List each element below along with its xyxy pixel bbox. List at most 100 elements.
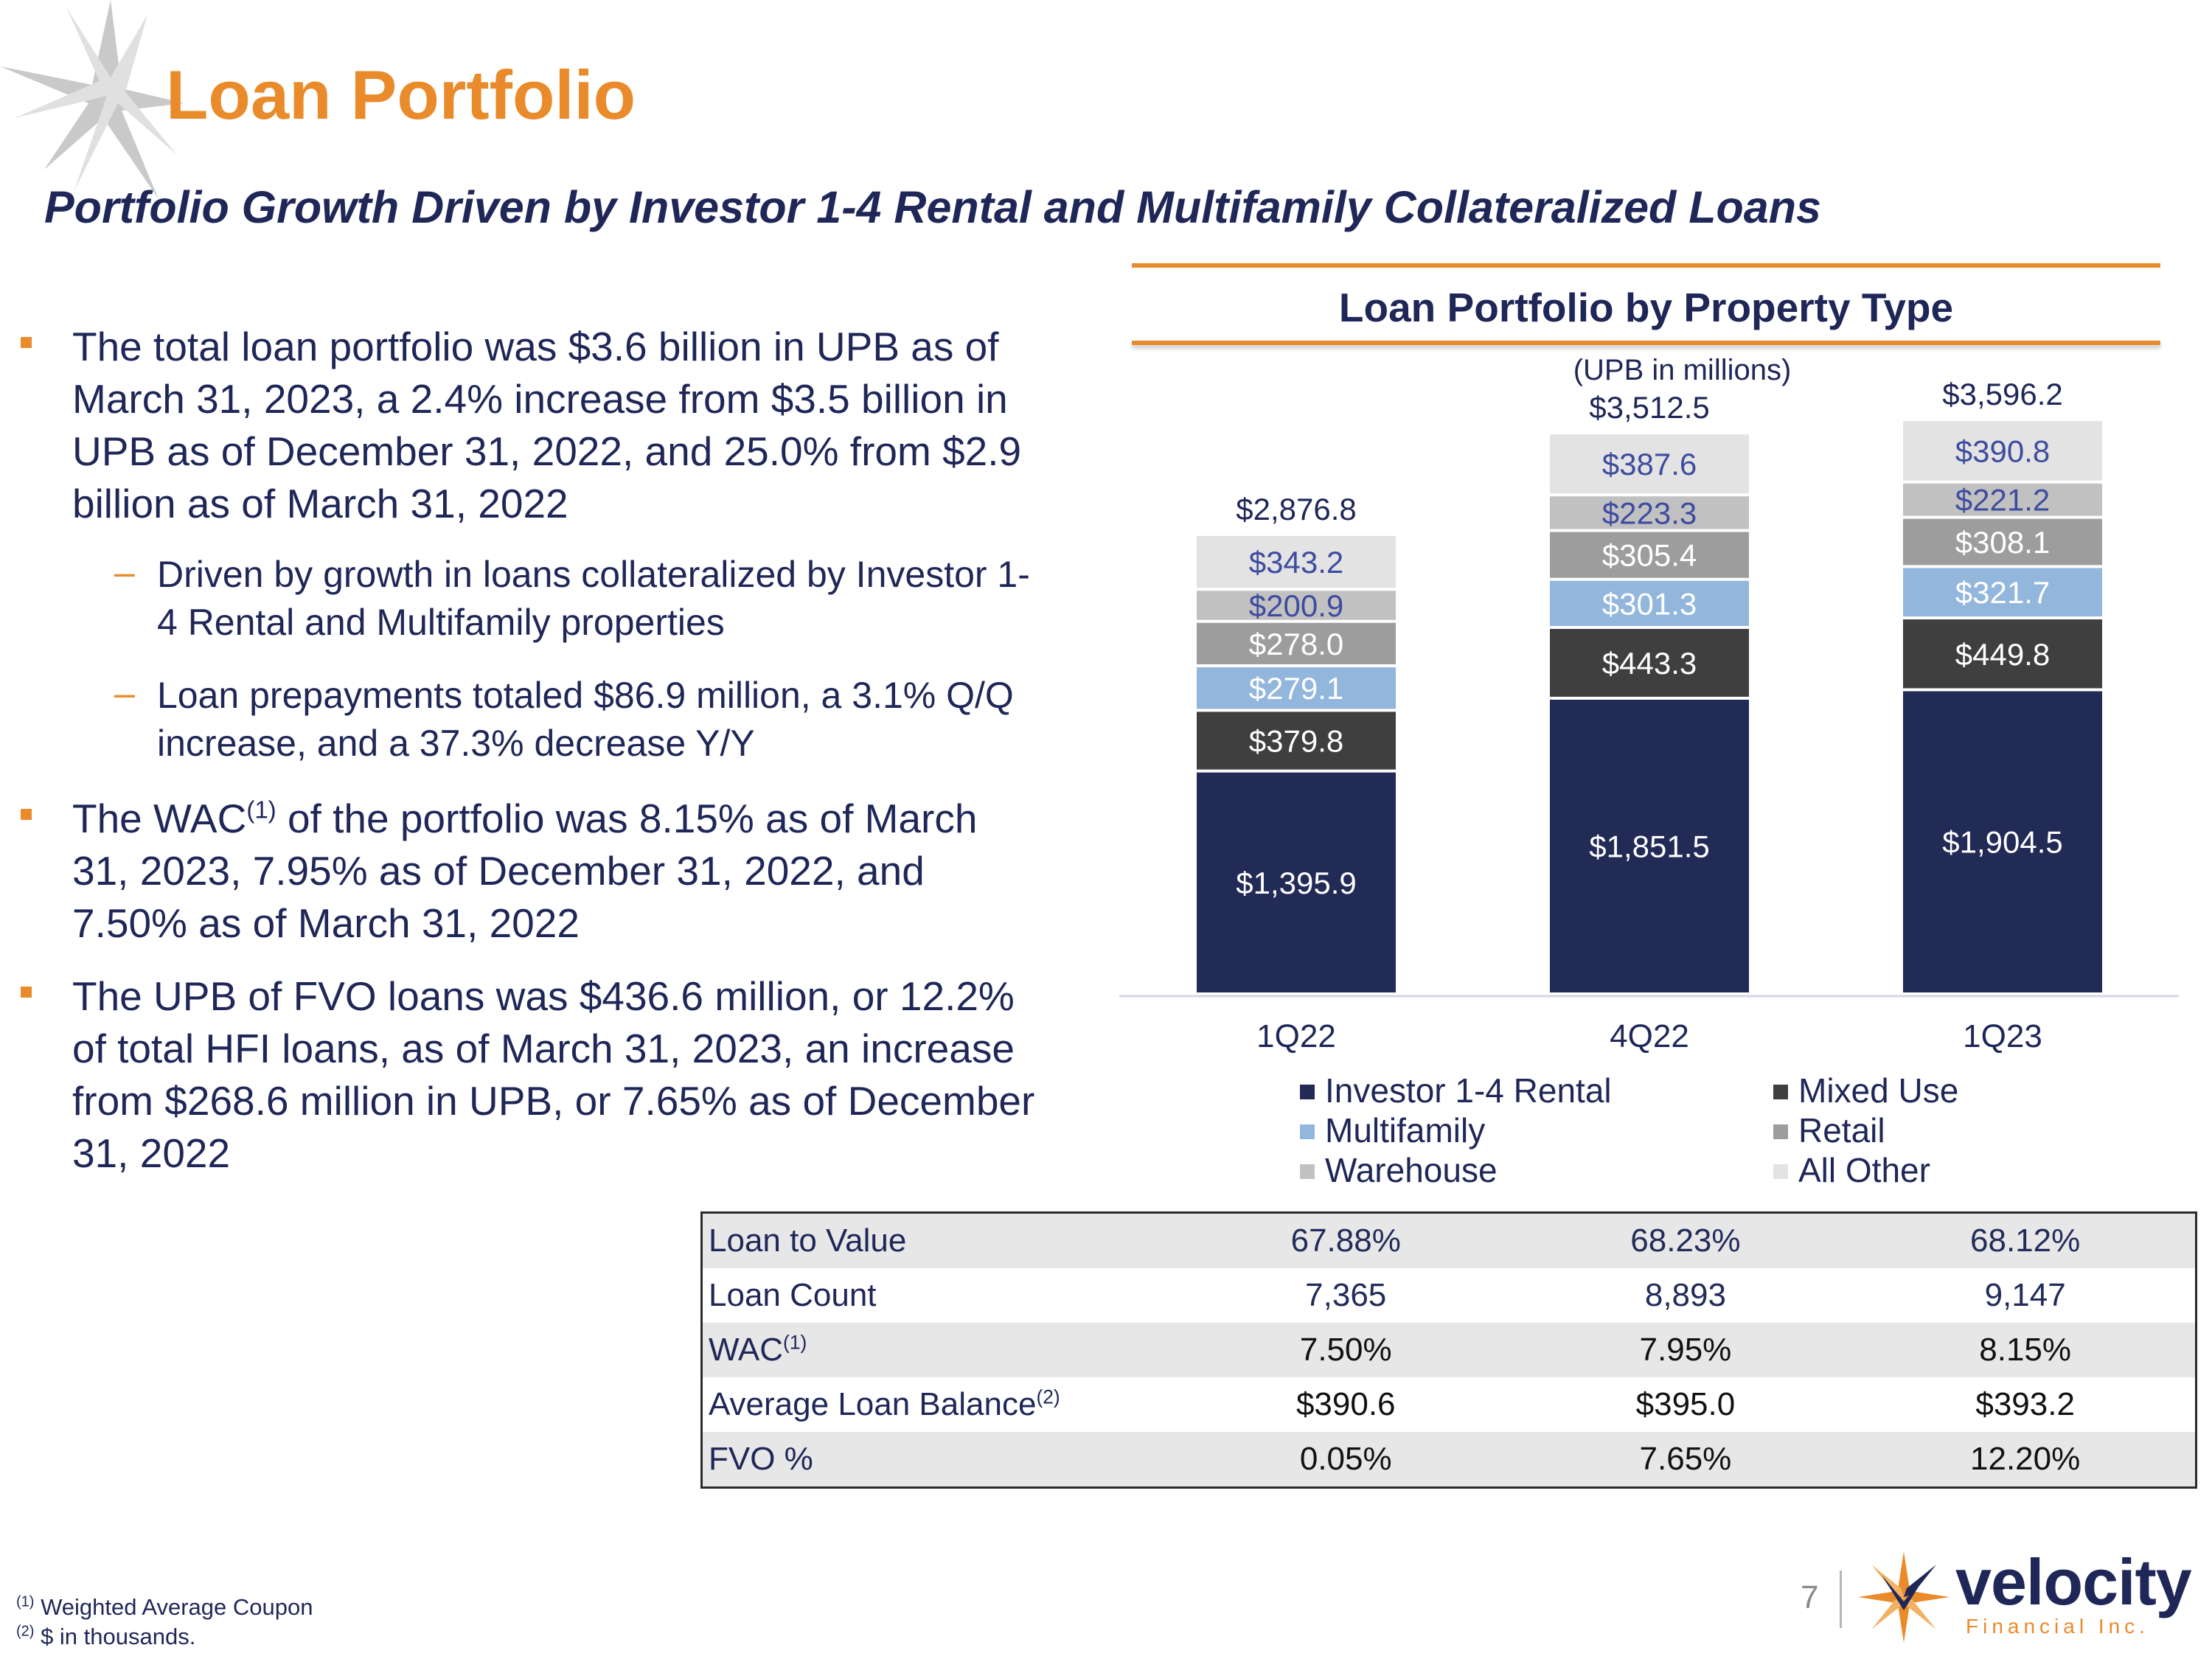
- legend-label: Warehouse: [1325, 1151, 1498, 1189]
- cell-4q22: 68.23%: [1515, 1212, 1856, 1268]
- legend-swatch: [1773, 1164, 1788, 1179]
- logo-subtitle: Financial Inc.: [1966, 1615, 2149, 1638]
- cell-1q23: 9,147: [1984, 1277, 2066, 1313]
- bullet-marker-icon: [21, 987, 32, 998]
- data-label: $1,851.5: [1589, 829, 1710, 863]
- data-label: $379.8: [1249, 724, 1343, 759]
- total-label: $3,596.2: [1942, 377, 2063, 411]
- row-label: Loan to Value: [701, 1212, 1176, 1268]
- bar-segment: [1197, 622, 1396, 664]
- legend-swatch: [1773, 1124, 1788, 1139]
- bar-segment: [1550, 496, 1749, 529]
- chart-title: Loan Portfolio by Property Type: [1338, 285, 1954, 330]
- chart-legend: Investor 1-4 Rental Multifamily Warehous…: [1300, 1071, 2037, 1196]
- bullet-wac: The WAC(1) of the portfolio was 8.15% as…: [15, 793, 1040, 950]
- x-tick-label: 4Q22: [1610, 1018, 1689, 1054]
- data-label: $278.0: [1249, 627, 1343, 661]
- chart-subtitle: (UPB in millions): [1573, 354, 1792, 386]
- cell-1q22: 7.50%: [1175, 1323, 1516, 1377]
- legend-label: All Other: [1798, 1151, 1930, 1189]
- bar-segment: [1903, 691, 2102, 992]
- total-label: $3,512.5: [1589, 390, 1710, 425]
- dash-marker-icon: –: [114, 552, 135, 593]
- data-label: $223.3: [1602, 495, 1697, 530]
- cell-1q22: 67.88%: [1175, 1212, 1516, 1268]
- legend-item: Multifamily: [1300, 1110, 1485, 1150]
- sub-bullet-prepayments: – Loan prepayments totaled $86.9 million…: [15, 672, 1040, 768]
- bar-segment: [1903, 483, 2102, 516]
- cell-1q23: 12.20%: [1855, 1432, 2197, 1488]
- bar-segment: [1550, 580, 1749, 626]
- page-number: 7: [1801, 1579, 1819, 1615]
- cell-4q22: $395.0: [1635, 1386, 1736, 1422]
- legend-swatch: [1300, 1124, 1315, 1139]
- data-label: $301.3: [1602, 586, 1697, 621]
- legend-item: All Other: [1773, 1150, 1930, 1190]
- bar-segment: [1550, 434, 1749, 494]
- bar-segment: [1197, 591, 1396, 620]
- legend-item: Investor 1-4 Rental: [1300, 1071, 1612, 1110]
- x-tick-label: 1Q22: [1256, 1018, 1336, 1054]
- data-label: $305.4: [1602, 538, 1697, 573]
- bullet-text: The WAC: [72, 796, 247, 841]
- bar-segment: [1903, 518, 2102, 566]
- data-label: $1,395.9: [1236, 866, 1357, 900]
- cell-1q22: 7,365: [1305, 1277, 1387, 1313]
- footnote-ref: (2): [1036, 1385, 1060, 1408]
- table-row: Loan Count 7,365 8,893 9,147: [702, 1268, 2197, 1323]
- data-label: $321.7: [1955, 575, 2050, 610]
- bullet-marker-icon: [21, 809, 32, 820]
- logo-wordmark: velocity: [1955, 1545, 2192, 1618]
- bar-segment: [1550, 699, 1749, 992]
- data-label: $308.1: [1955, 525, 2050, 560]
- bullet-text: of the portfolio was 8.15% as of March 3…: [72, 796, 978, 946]
- row-label: FVO %: [701, 1432, 1176, 1488]
- bullet-total-portfolio: The total loan portfolio was $3.6 billio…: [15, 321, 1040, 530]
- bullet-marker-icon: [21, 337, 32, 348]
- data-label: $1,904.5: [1942, 825, 2063, 860]
- cell-4q22: 8,893: [1644, 1277, 1726, 1313]
- bar-segment: [1197, 712, 1396, 770]
- bar-segment: [1197, 535, 1396, 588]
- legend-item: Warehouse: [1300, 1150, 1498, 1190]
- legend-swatch: [1300, 1085, 1315, 1099]
- footnotes: (1) Weighted Average Coupon (2) $ in tho…: [16, 1593, 313, 1652]
- footnote-1: (1) Weighted Average Coupon: [16, 1593, 313, 1620]
- bullet-text: The total loan portfolio was $3.6 billio…: [72, 324, 1022, 526]
- cell-4q22: 7.65%: [1515, 1432, 1856, 1488]
- footnote-2: (2) $ in thousands.: [16, 1623, 196, 1649]
- cell-1q23: $393.2: [1975, 1386, 2075, 1422]
- legend-label: Multifamily: [1325, 1111, 1486, 1150]
- metrics-table: Loan to Value 67.88% 68.23% 68.12% Loan …: [700, 1211, 2197, 1489]
- cell-1q22: 0.05%: [1175, 1432, 1516, 1488]
- bar-segment: [1903, 421, 2102, 481]
- cell-1q22: $390.6: [1295, 1386, 1396, 1422]
- legend-swatch: [1773, 1085, 1788, 1099]
- data-label: $443.3: [1602, 646, 1697, 681]
- page-title: Loan Portfolio: [166, 56, 636, 133]
- bullet-text: The UPB of FVO loans was $436.6 million,…: [72, 973, 1035, 1176]
- x-tick-label: 1Q23: [1963, 1018, 2042, 1054]
- sub-bullet-growth: – Driven by growth in loans collateraliz…: [15, 551, 1040, 647]
- total-label: $2,876.8: [1236, 492, 1357, 526]
- cell-4q22: 7.95%: [1515, 1323, 1856, 1377]
- chart-title-rule: [1132, 341, 2160, 345]
- table-row: FVO % 0.05% 7.65% 12.20%: [701, 1432, 2197, 1488]
- sub-bullet-text: Driven by growth in loans collateralized…: [157, 554, 1030, 643]
- row-label: Average Loan Balance(2): [709, 1385, 1060, 1422]
- legend-label: Investor 1-4 Rental: [1325, 1071, 1612, 1110]
- bullet-list: The total loan portfolio was $3.6 billio…: [15, 321, 1040, 1200]
- data-label: $387.6: [1602, 447, 1697, 481]
- table-row: Average Loan Balance(2) $390.6 $395.0 $3…: [702, 1377, 2197, 1432]
- page-subtitle: Portfolio Growth Driven by Investor 1-4 …: [44, 182, 1821, 232]
- velocity-logo-icon: [1858, 1551, 1950, 1643]
- cell-1q23: 8.15%: [1855, 1323, 2197, 1377]
- footnote-ref: (1): [783, 1331, 807, 1354]
- legend-swatch: [1300, 1164, 1315, 1179]
- bar-segment: [1550, 532, 1749, 578]
- row-label: Loan Count: [709, 1277, 877, 1313]
- bar-segment: [1197, 772, 1396, 992]
- data-label: $343.2: [1249, 545, 1343, 580]
- table-row: Loan to Value 67.88% 68.23% 68.12%: [701, 1212, 2197, 1268]
